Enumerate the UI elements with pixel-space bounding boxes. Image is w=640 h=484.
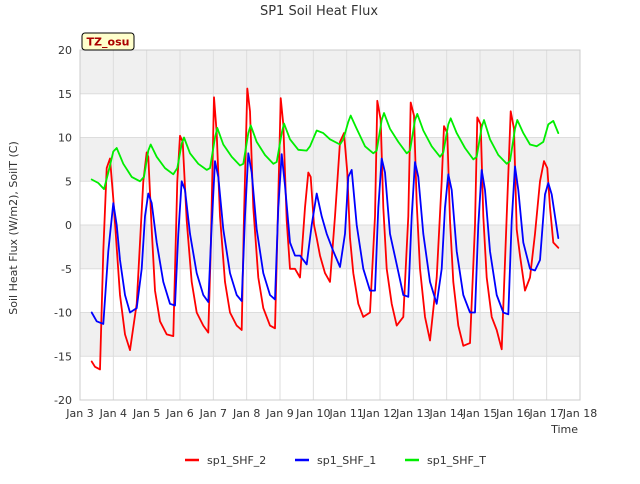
- site-badge: TZ_osu: [81, 32, 135, 51]
- y-axis-ticks: -20 -15 -10 -5 0 5 10 15 20: [54, 44, 72, 407]
- legend-item: sp1_SHF_1: [295, 454, 376, 467]
- x-tick-label: Jan 6: [165, 407, 193, 420]
- series-line-sp1_SHF_T: [90, 112, 560, 191]
- site-badge-label: TZ_osu: [87, 36, 130, 49]
- y-tick-label: 10: [58, 132, 72, 145]
- x-tick-label: Jan 5: [132, 407, 160, 420]
- x-tick-label: Jan 17: [528, 407, 563, 420]
- y-tick-label: 20: [58, 44, 72, 57]
- y-tick-label: -10: [54, 307, 72, 320]
- series-line-sp1_SHF_2: [90, 87, 560, 371]
- legend: sp1_SHF_2 sp1_SHF_1 sp1_SHF_T: [185, 454, 486, 467]
- chart-title: SP1 Soil Heat Flux: [260, 4, 378, 19]
- y-tick-label: 0: [65, 219, 72, 232]
- series-lines: [90, 87, 560, 371]
- x-axis-title: Time: [550, 423, 578, 436]
- legend-label: sp1_SHF_2: [207, 454, 266, 467]
- y-axis-title: Soil Heat Flux (W/m2), SoilT (C): [7, 141, 20, 314]
- x-axis-ticks: Jan 3 Jan 4 Jan 5 Jan 6 Jan 7 Jan 8 Jan 9 Jan 1…: [65, 407, 597, 420]
- y-tick-label: -5: [61, 263, 72, 276]
- plot-band: [80, 356, 580, 400]
- x-tick-label: Jan 12: [362, 407, 397, 420]
- y-tick-label: -20: [54, 394, 72, 407]
- legend-label: sp1_SHF_T: [427, 454, 486, 467]
- plot-band: [80, 93, 580, 138]
- plot-background: [80, 50, 580, 400]
- y-tick-label: -15: [54, 350, 72, 363]
- x-tick-label: Jan 15: [462, 407, 497, 420]
- plot-band: [80, 225, 580, 269]
- site-badge-box: [81, 32, 135, 51]
- x-tick-label: Jan 4: [99, 407, 127, 420]
- x-tick-label: Jan 9: [265, 407, 293, 420]
- x-tick-label: Jan 13: [395, 407, 430, 420]
- y-tick-label: 15: [58, 88, 72, 101]
- x-tick-label: Jan 14: [428, 407, 463, 420]
- series-line-sp1_SHF_1: [90, 152, 560, 325]
- x-tick-label: Jan 8: [232, 407, 260, 420]
- x-tick-label: Jan 7: [199, 407, 227, 420]
- plot-frame: [79, 49, 581, 401]
- x-tick-label: Jan 18: [562, 407, 597, 420]
- plot-band: [80, 181, 580, 225]
- x-tick-label: Jan 3: [65, 407, 93, 420]
- x-tick-label: Jan 11: [328, 407, 363, 420]
- legend-item: sp1_SHF_T: [405, 454, 486, 467]
- plot-band: [80, 312, 580, 357]
- y-tick-label: 5: [65, 175, 72, 188]
- legend-label: sp1_SHF_1: [317, 454, 376, 467]
- x-tick-label: Jan 10: [295, 407, 330, 420]
- plot-band: [80, 50, 580, 94]
- plot-band: [80, 137, 580, 182]
- x-tick-label: Jan 16: [495, 407, 530, 420]
- legend-item: sp1_SHF_2: [185, 454, 266, 467]
